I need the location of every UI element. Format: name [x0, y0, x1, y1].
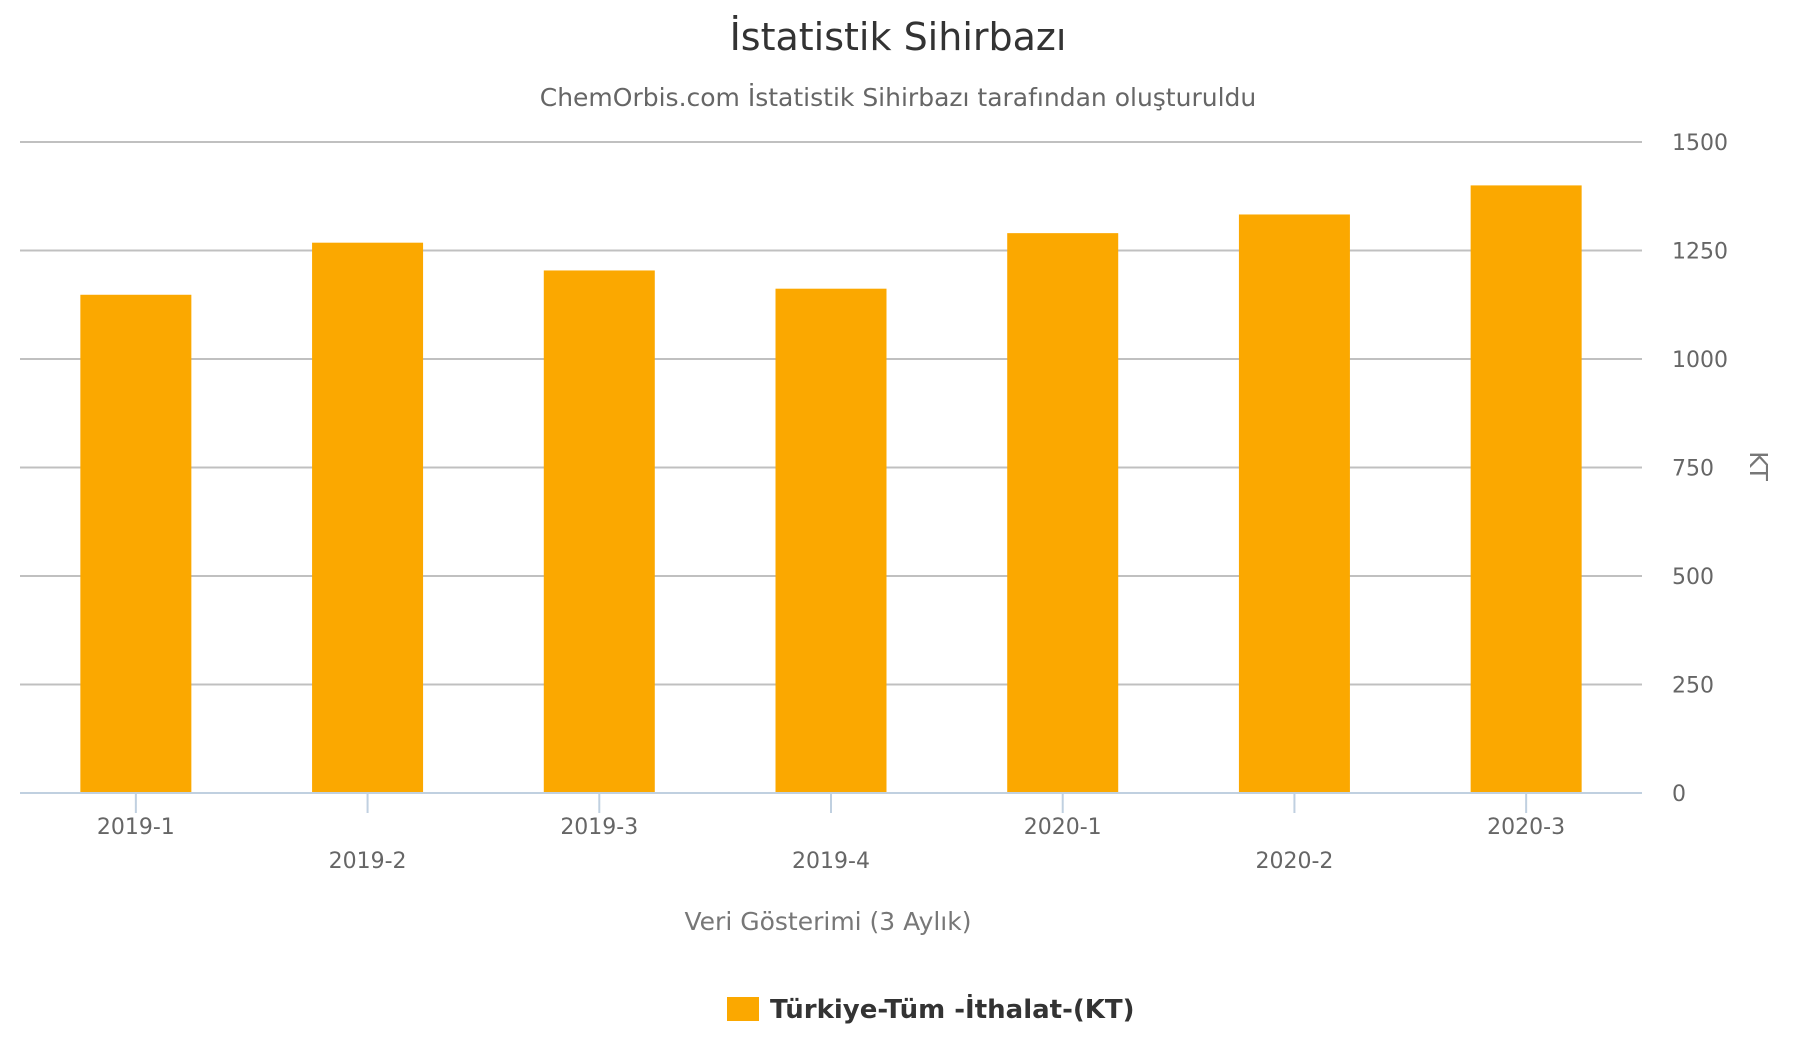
- x-axis: 2019-1 2019-2 2019-3 2019-4 2020-1 2020-2 2020…: [20, 792, 1642, 874]
- bar[interactable]: [1238, 214, 1350, 793]
- y-tick-label: 750: [1672, 457, 1714, 482]
- chart-title: İstatistik Sihirbazı: [730, 15, 1067, 59]
- legend-label[interactable]: Türkiye-Tüm -İthalat-(KT): [770, 993, 1135, 1025]
- legend[interactable]: Türkiye-Tüm -İthalat-(KT): [727, 993, 1135, 1025]
- bar[interactable]: [1007, 233, 1119, 793]
- y-axis-title: KT: [1744, 451, 1773, 481]
- x-tick-label: 2020-1: [1024, 815, 1102, 840]
- legend-swatch[interactable]: [727, 997, 759, 1021]
- x-axis-title: Veri Gösterimi (3 Aylık): [685, 907, 972, 936]
- x-tick-label: 2019-4: [792, 849, 870, 874]
- y-axis: 0 250 500 750 1000 1250 1500: [1672, 131, 1728, 807]
- y-tick-label: 0: [1672, 782, 1686, 807]
- x-tick-label: 2019-2: [329, 849, 407, 874]
- x-tick-label: 2019-1: [97, 815, 175, 840]
- y-tick-label: 1250: [1672, 240, 1728, 265]
- bars: [80, 185, 1582, 794]
- bar[interactable]: [1470, 185, 1582, 793]
- chart-subtitle: ChemOrbis.com İstatistik Sihirbazı taraf…: [540, 83, 1257, 112]
- x-tick-label: 2019-3: [560, 815, 638, 840]
- x-tick-label: 2020-3: [1487, 815, 1565, 840]
- y-tick-label: 1500: [1672, 131, 1728, 156]
- bar[interactable]: [312, 242, 424, 794]
- y-tick-label: 1000: [1672, 348, 1728, 373]
- y-tick-label: 500: [1672, 565, 1714, 590]
- bar[interactable]: [80, 294, 192, 793]
- bar[interactable]: [775, 288, 887, 793]
- x-tick-label: 2020-2: [1255, 849, 1333, 874]
- bar[interactable]: [543, 270, 655, 793]
- y-tick-label: 250: [1672, 674, 1714, 699]
